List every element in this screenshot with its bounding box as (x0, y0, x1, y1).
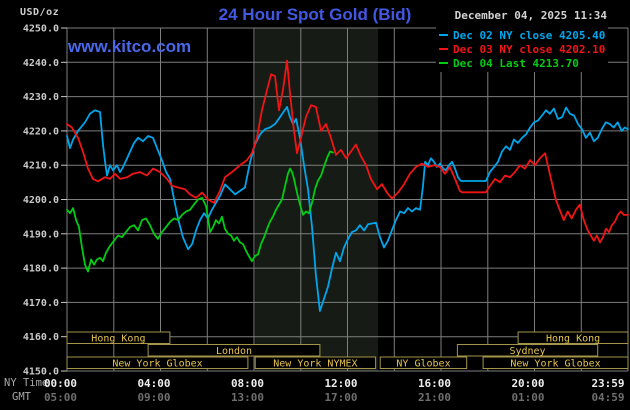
session-label-ny-globex: NY Globex (396, 358, 450, 369)
legend-item-dec02: Dec 02 NY close 4205.40 (439, 28, 605, 42)
datetime-label: December 04, 2025 11:34 (454, 9, 607, 22)
y-axis-label: 4220.0 (23, 126, 59, 137)
series-line-dec-04 (66, 150, 334, 273)
session-label-hong-kong: Hong Kong (91, 333, 145, 344)
legend-swatch-dec03 (439, 48, 448, 50)
x-axis-label-gmt: 01:00 (511, 391, 544, 404)
series-line-dec-02 (66, 106, 629, 312)
x-axis-label-gmt: 21:00 (418, 391, 451, 404)
x-axis-label-gmt: 13:00 (231, 391, 264, 404)
session-box-new-york-globex (482, 356, 629, 369)
kitco-watermark-link[interactable]: www.kitco.com (68, 37, 192, 56)
legend-item-dec04: Dec 04 Last 4213.70 (439, 56, 605, 70)
x-axis-label-ny: 16:00 (418, 377, 451, 390)
y-axis-label: 4170.0 (23, 298, 59, 309)
session-label-new-york-globex: New York Globex (510, 358, 600, 369)
y-axis-label: 4240.0 (23, 58, 59, 69)
legend-label-dec03: Dec 03 NY close 4202.10 (453, 42, 606, 56)
x-axis-label-ny: 12:00 (324, 377, 357, 390)
x-axis-label-ny: 04:00 (137, 377, 170, 390)
legend: Dec 02 NY close 4205.40 Dec 03 NY close … (436, 27, 609, 72)
y-axis-label: 4150.0 (23, 367, 59, 378)
session-box-sydney (456, 344, 599, 357)
session-box-new-york-globex (66, 356, 249, 369)
x-axis-label-gmt: 04:59 (591, 391, 624, 404)
y-axis-label: 4180.0 (23, 264, 59, 275)
y-axis-label: 4210.0 (23, 161, 59, 172)
session-label-london: London (216, 346, 252, 357)
session-box-hong-kong (517, 331, 629, 344)
x-axis-label-gmt: 17:00 (324, 391, 357, 404)
x-axis-label-ny: 00:00 (44, 377, 77, 390)
legend-label-dec04: Dec 04 Last 4213.70 (453, 56, 579, 70)
session-box-hong-kong (66, 331, 171, 344)
legend-item-dec03: Dec 03 NY close 4202.10 (439, 42, 605, 56)
x-axis-label-gmt: 05:00 (44, 391, 77, 404)
y-axis-label: 4250.0 (23, 24, 59, 35)
axis-caption-ny-time: NY Time (4, 377, 49, 389)
y-axis-label: 4160.0 (23, 332, 59, 343)
session-label-sydney: Sydney (509, 346, 545, 357)
y-axis-label: 4200.0 (23, 195, 59, 206)
legend-swatch-dec02 (439, 34, 448, 36)
y-axis-label: 4230.0 (23, 92, 59, 103)
x-axis-label-ny: 08:00 (231, 377, 264, 390)
session-label-hong-kong: Hong Kong (546, 333, 600, 344)
x-axis-label-ny: 23:59 (591, 377, 624, 390)
session-label-new-york-globex: New York Globex (112, 358, 202, 369)
page-title: 24 Hour Spot Gold (Bid) (218, 5, 412, 24)
legend-swatch-dec04 (439, 62, 448, 64)
x-axis-label-gmt: 09:00 (137, 391, 170, 404)
session-box-ny-globex (379, 356, 468, 369)
unit-label: USD/oz (20, 7, 60, 18)
session-box-new-york-nymex (254, 356, 377, 369)
x-axis-label-ny: 20:00 (511, 377, 544, 390)
axis-caption-gmt: GMT (12, 391, 31, 403)
session-box-london (147, 344, 321, 357)
y-axis-label: 4190.0 (23, 229, 59, 240)
legend-label-dec02: Dec 02 NY close 4205.40 (453, 28, 606, 42)
session-label-new-york-nymex: New York NYMEX (273, 358, 357, 369)
series-line-dec-03 (66, 59, 629, 244)
